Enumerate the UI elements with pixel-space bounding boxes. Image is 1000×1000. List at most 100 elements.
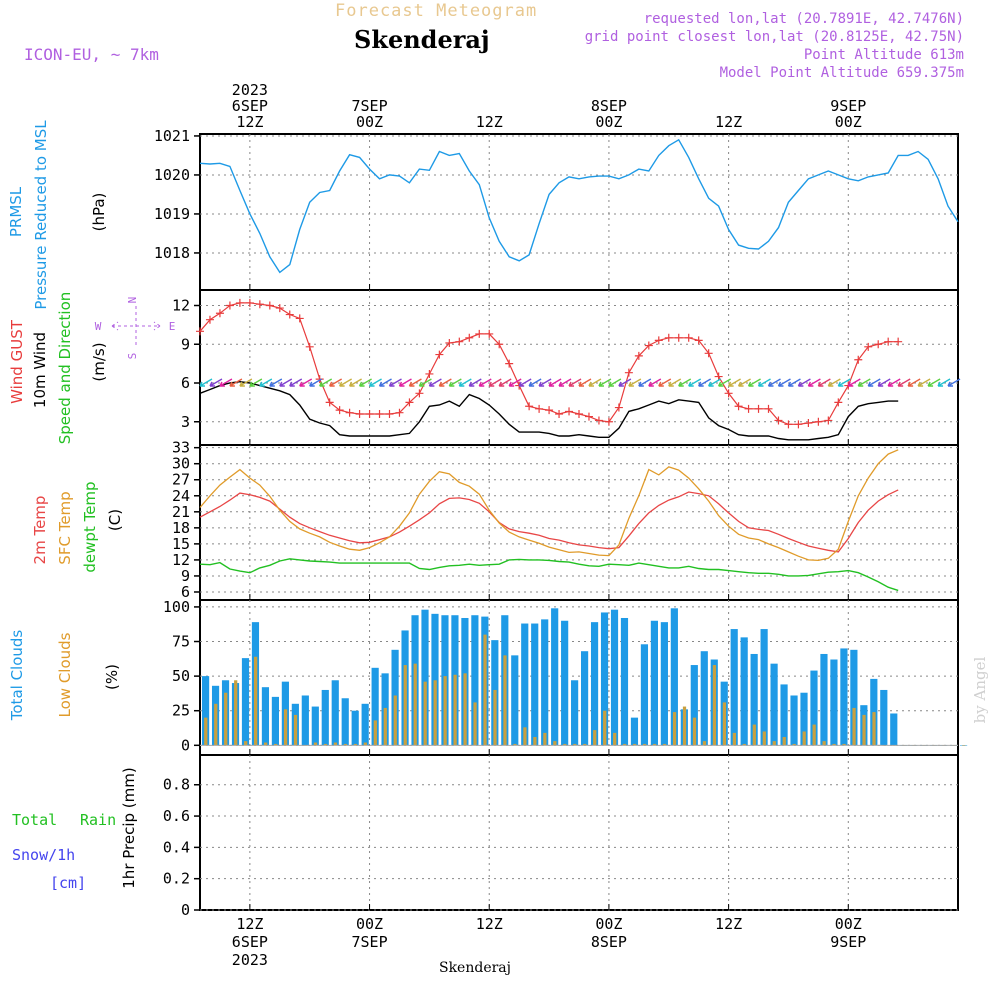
low-cloud-bar — [244, 741, 248, 746]
gust-point — [684, 333, 693, 342]
bottom-time-label: 6SEP — [232, 933, 268, 951]
low-cloud-bar — [633, 743, 637, 746]
bottom-time-label: 00Z — [835, 915, 862, 933]
low-cloud-bar — [313, 742, 318, 746]
wind-arrow — [897, 378, 911, 387]
gust-point — [245, 298, 254, 307]
low-cloud-bar — [712, 665, 717, 746]
gust-line — [199, 302, 899, 425]
y-tick-label: 50 — [172, 667, 190, 685]
low-cloud-bar — [563, 743, 567, 746]
y-tick-label: 0 — [181, 901, 190, 919]
y-tick-label: 1019 — [154, 205, 190, 223]
wind-arrow — [807, 378, 821, 387]
total-cloud-bar — [341, 698, 349, 746]
y-tick-label: 33 — [172, 439, 190, 457]
gust-point — [824, 416, 833, 425]
total-cloud-bar — [780, 684, 788, 746]
low-cloud-bar — [263, 742, 268, 746]
wind-arrow — [907, 378, 921, 387]
total-cloud-bar — [351, 710, 359, 746]
total-cloud-bar — [610, 609, 619, 746]
wind-arrow — [468, 378, 482, 387]
snow-label: Snow/1h — [12, 846, 75, 864]
wind-arrow — [558, 378, 572, 387]
wind-arrow — [289, 378, 303, 387]
total-cloud-bar — [640, 644, 649, 746]
y-tick-label: 0.2 — [163, 870, 190, 888]
location-title: Skenderaj — [354, 25, 490, 54]
bottom-time-label: 8SEP — [591, 933, 627, 951]
gust-point — [814, 417, 823, 426]
y-tick-label: 9 — [181, 567, 190, 585]
gust-point — [445, 338, 454, 347]
low-cloud-bar — [273, 743, 278, 746]
low-cloud-bar — [254, 656, 258, 746]
y-tick-label: 21 — [172, 503, 190, 521]
panel-pressure: 1018 1019 1020 1021 — [154, 127, 959, 291]
panel-frame — [199, 444, 959, 601]
total-cloud-bar — [630, 717, 639, 746]
gust-point — [764, 404, 773, 413]
total-cloud-bar — [561, 620, 569, 746]
wind-arrow — [438, 378, 452, 387]
low-cloud-bar — [214, 703, 218, 746]
wind-arrow — [528, 378, 542, 387]
low-cloud-bar — [732, 732, 736, 746]
gust-point — [744, 404, 753, 413]
total-cloud-bar — [880, 689, 888, 746]
gust-point — [584, 412, 593, 421]
gust-point — [794, 420, 803, 429]
total-cloud-bar — [750, 653, 758, 746]
gust-point — [385, 410, 394, 418]
top-time-label: 12Z — [236, 113, 263, 131]
compass-lines — [111, 306, 161, 348]
total-cloud-bar — [660, 622, 668, 746]
total-cloud-bar — [301, 695, 309, 746]
rain-label: Rain — [80, 811, 116, 829]
gust-point — [724, 389, 733, 398]
total-cloud-bar — [311, 706, 319, 746]
compass-w: W — [95, 320, 102, 333]
gust-point — [664, 333, 673, 342]
top-time-label: 7SEP — [351, 97, 387, 115]
gust-point — [505, 359, 514, 368]
grid-point-coords: grid point closest lon,lat (20.8125E, 42… — [585, 29, 964, 45]
wind-arrow — [408, 378, 422, 387]
gust-point — [834, 398, 843, 407]
temp2m-label: 2m Temp — [31, 496, 49, 565]
low-cloud-bar — [503, 655, 507, 746]
low-cloud-bar — [373, 720, 377, 746]
y-tick-label: 0.8 — [163, 776, 190, 794]
model-point-altitude: Model Point Altitude 659.375m — [720, 65, 964, 81]
total-cloud-bar — [471, 615, 479, 746]
wind-arrow — [698, 378, 712, 387]
low-cloud-bar — [543, 732, 547, 746]
low-cloud-bar — [393, 695, 397, 746]
bottom-time-label: 12Z — [476, 915, 503, 933]
gust-point — [654, 336, 663, 345]
total-cloud-bar — [840, 648, 848, 746]
low-cloud-bar — [802, 731, 806, 746]
gust-point — [774, 416, 783, 425]
bottom-time-label: 00Z — [356, 915, 383, 933]
low-cloud-bar — [343, 743, 348, 746]
wind-arrow — [767, 378, 781, 387]
gust-point — [604, 417, 613, 426]
total-cloud-bar — [890, 713, 898, 746]
low-cloud-bar — [583, 743, 587, 746]
gust-point — [415, 389, 424, 398]
low-cloud-bar — [553, 741, 557, 746]
gust-point — [894, 337, 903, 346]
gust-point — [734, 402, 743, 411]
low-cloud-bar — [473, 702, 477, 746]
temp-sfc-line — [199, 449, 899, 562]
total-cloud-bar — [271, 696, 279, 746]
top-time-label: 12Z — [476, 113, 503, 131]
wind-arrow — [249, 378, 263, 387]
wind-arrow — [787, 378, 801, 387]
low-cloud-bar — [613, 732, 617, 746]
low-cloud-bar — [224, 692, 228, 746]
dewpt-line — [199, 558, 899, 592]
y-tick-label: 1021 — [154, 127, 190, 145]
